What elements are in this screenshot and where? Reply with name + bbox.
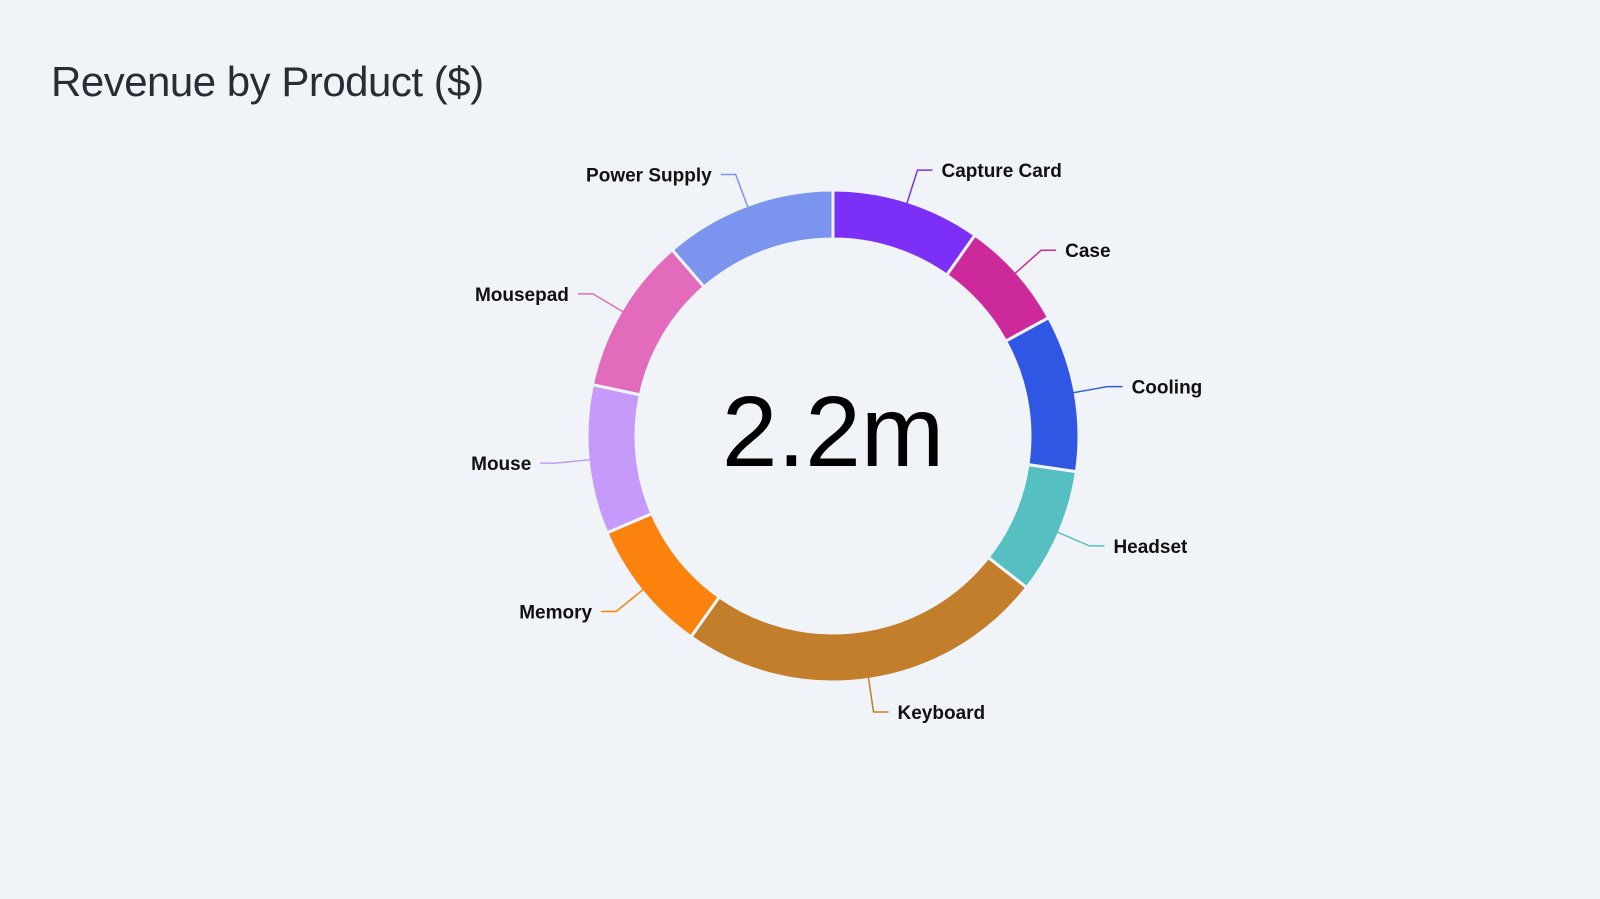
slice-mousepad[interactable] (590, 248, 706, 397)
leader-line-capture-card (905, 169, 933, 205)
slice-mouse[interactable] (585, 383, 654, 535)
slice-label-cooling: Cooling (1132, 378, 1203, 399)
slice-label-keyboard: Keyboard (898, 703, 986, 724)
leader-line-mouse (540, 458, 592, 464)
center-total: 2.2m (722, 376, 944, 488)
leader-line-mousepad (577, 293, 625, 313)
leader-line-keyboard (867, 676, 889, 713)
leader-line-headset (1056, 531, 1105, 547)
slice-labels: Capture Card Case Cooling Headset Keyboard Me… (471, 161, 1202, 724)
slice-label-headset: Headset (1113, 537, 1188, 558)
slice-label-power-supply: Power Supply (586, 166, 712, 187)
slice-label-mouse: Mouse (471, 454, 531, 475)
slice-memory[interactable] (605, 512, 721, 639)
leader-lines (540, 169, 1123, 713)
slice-label-case: Case (1065, 241, 1110, 262)
slice-capture-card[interactable] (831, 188, 977, 277)
leader-line-memory (601, 588, 645, 613)
slice-label-mousepad: Mousepad (475, 285, 569, 306)
leader-line-power-supply (720, 173, 749, 209)
slice-label-memory: Memory (519, 602, 592, 623)
slice-cooling[interactable] (1004, 316, 1081, 474)
slice-power-supply[interactable] (670, 188, 835, 289)
leader-line-cooling (1072, 385, 1123, 394)
slice-keyboard[interactable] (689, 555, 1029, 684)
slice-label-capture-card: Capture Card (941, 161, 1061, 182)
chart-title: Revenue by Product ($) (51, 58, 484, 105)
leader-line-case (1013, 249, 1057, 275)
donut-slices (585, 188, 1081, 684)
